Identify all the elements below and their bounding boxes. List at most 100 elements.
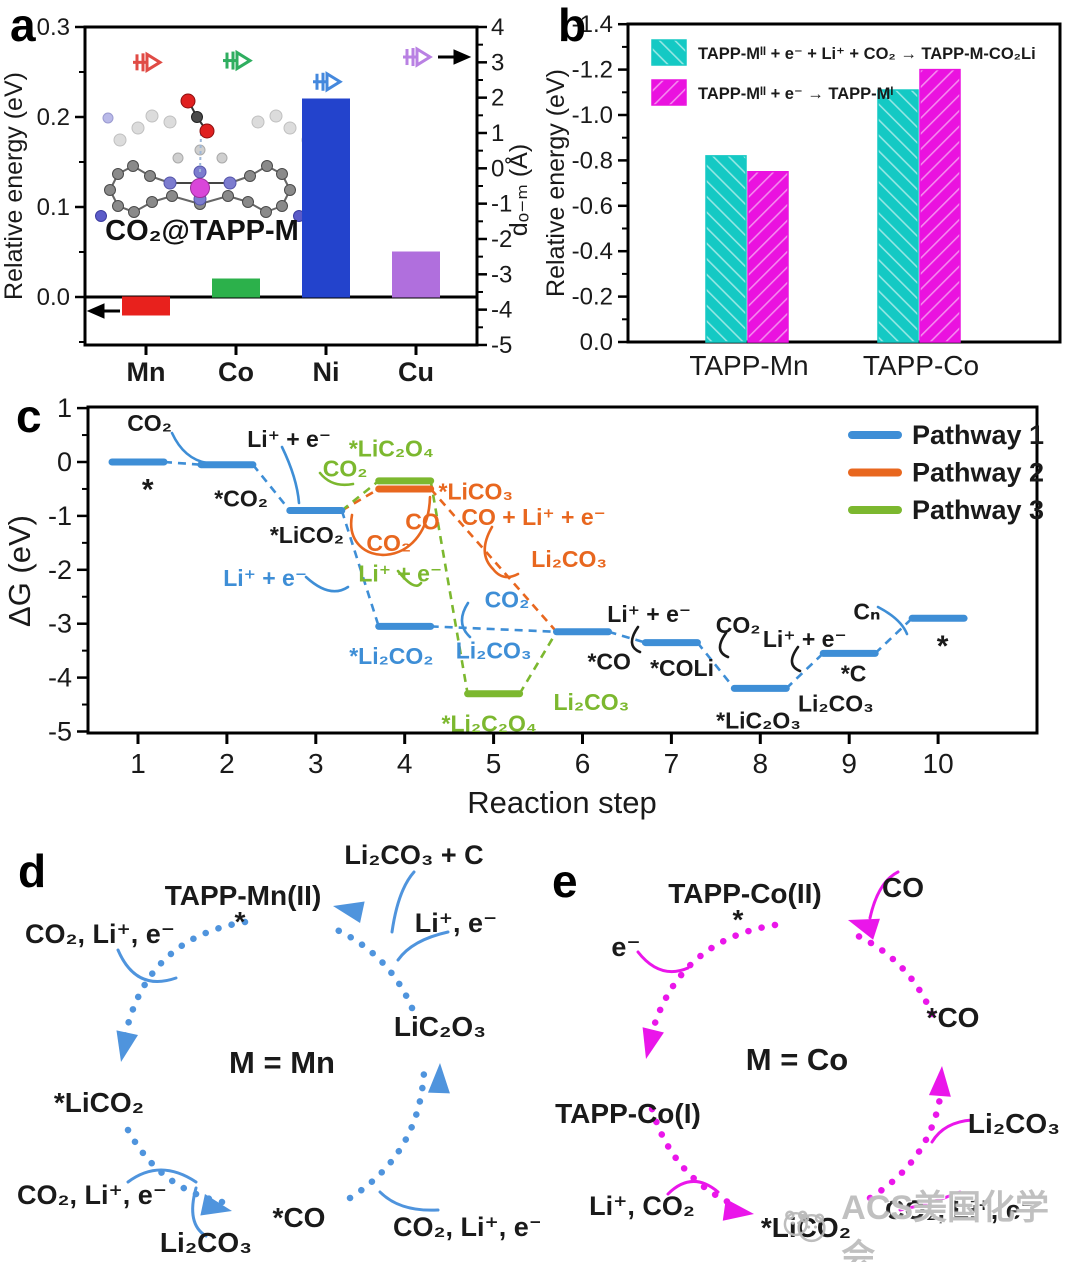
annotation: CO₂ — [716, 612, 761, 638]
y-axis-tick: -1 — [48, 501, 72, 531]
pathway-connector — [874, 617, 913, 655]
pathway-connector — [696, 641, 736, 690]
annotation: *Li₂CO₂ — [349, 643, 433, 669]
cycle-e-center-label: M = Co — [745, 1042, 849, 1077]
annotation: Li⁺ + e⁻ — [607, 601, 691, 627]
x-axis-tick: 10 — [923, 748, 954, 779]
y-axis-tick: -0.4 — [572, 238, 613, 265]
bar-Mn — [122, 296, 170, 316]
cycle-d-branch-arrows — [116, 870, 450, 1238]
cycle-d-node-right: LiC₂O₃ — [393, 1011, 487, 1042]
x-axis-tick: 3 — [308, 748, 324, 779]
left-axis-tick: 0.3 — [37, 14, 70, 41]
cycle-d-graphics — [116, 870, 450, 1238]
cycle-e-branch-arrows — [636, 870, 974, 1212]
y-axis-tick: -3 — [48, 609, 72, 639]
annotation: CO₂ — [323, 455, 368, 481]
pathway-connector — [430, 625, 557, 634]
panel-b: -1.4 -1.2 -1.0 -0.8 -0.6 -0.4 -0.2 0.0 Relative … — [540, 0, 1080, 385]
left-axis-label: Relative energy (eV) — [0, 72, 28, 300]
y-axis-tick: -0.6 — [572, 193, 613, 220]
legend-label: Pathway 2 — [912, 458, 1044, 488]
pathway-connector — [785, 652, 825, 690]
annotation: Li₂CO₃ — [456, 638, 532, 664]
panel-letter-a: a — [10, 0, 36, 51]
cycle-e-node-top: TAPP-Co(II) — [668, 878, 822, 909]
cycle-d-in-top-left: CO₂, Li⁺, e⁻ — [24, 919, 176, 949]
panel-e-cycle-co: e TAPP-Co(II) * CO *CO Li₂CO₃ CO₂, Li⁺, … — [540, 820, 1080, 1262]
pathway-connector — [340, 479, 380, 512]
right-axis-tick: -2 — [491, 226, 512, 253]
right-axis-tick: -4 — [491, 297, 512, 324]
right-axis-arrow — [438, 49, 472, 65]
legend-label: TAPP-Mᴵᴵ + e⁻ + Li⁺ + CO₂ → TAPP-M-CO₂Li — [698, 45, 1036, 63]
annotation: * — [937, 630, 949, 663]
cycle-d-node-left: *LiCO₂ — [53, 1087, 145, 1118]
legend-label: TAPP-Mᴵᴵ + e⁻ → TAPP-Mᴵ — [698, 85, 893, 103]
cycle-e-arrowheads — [642, 918, 951, 1221]
annotation: *Li₂C₂O₄ — [442, 710, 537, 736]
cycle-d-in-bottom-left: CO₂, Li⁺, e⁻ — [16, 1180, 168, 1210]
pathway-connector — [340, 510, 380, 627]
annotation: CO + Li⁺ + e⁻ — [461, 504, 605, 530]
panel-a: 0.0 0.1 0.2 0.3 4 3 2 1 0 -1 -2 -3 -4 -5 Mn Co Ni Cu Relat… — [0, 0, 540, 385]
x-axis-tick: 1 — [130, 748, 146, 779]
panel-c: 1 0 -1 -2 -3 -4 -5 1 2 3 4 5 6 7 8 9 10 Reaction step ΔG (… — [0, 385, 1080, 820]
panel-letter-d: d — [18, 845, 47, 897]
annotation: * — [142, 474, 154, 507]
category-label: Mn — [127, 357, 166, 385]
cycle-e-out-top-right: CO — [882, 872, 924, 903]
cycle-e-graphics — [636, 870, 974, 1221]
cycle-d-arrowheads — [116, 901, 450, 1216]
bar-TAPP-Co-s0 — [877, 89, 919, 343]
left-axis-arrow — [86, 303, 120, 319]
watermark: ACS美国化学会 — [778, 1180, 1080, 1262]
legend-swatch — [651, 79, 687, 106]
legend-label: Pathway 1 — [912, 420, 1044, 450]
x-axis-tick: 2 — [219, 748, 235, 779]
marker-Cu — [403, 46, 433, 68]
pathway-connector — [518, 631, 558, 695]
x-axis-tick: 5 — [486, 748, 502, 779]
y-axis-tick: -0.8 — [572, 147, 613, 174]
annotation: *LiC₂O₄ — [349, 436, 434, 462]
cycle-d-center-label: M = Mn — [229, 1045, 335, 1080]
annotation: *LiCO₃ — [439, 479, 514, 505]
annotation: CO₂ — [366, 530, 411, 556]
cycle-e-in-top-left: e⁻ — [611, 932, 641, 962]
bar-TAPP-Mn-s1 — [747, 171, 789, 343]
right-axis-tick: -1 — [491, 191, 512, 218]
cycle-e-site-star: * — [732, 904, 744, 935]
category-label: TAPP-Mn — [689, 350, 808, 381]
right-axis-tick: 2 — [491, 85, 504, 112]
left-axis-tick: 0.0 — [37, 284, 70, 311]
y-axis-tick: -1.0 — [572, 102, 613, 129]
cycle-d-in-bottom-right: CO₂, Li⁺, e⁻ — [392, 1212, 540, 1242]
panel-a-chart: 0.0 0.1 0.2 0.3 4 3 2 1 0 -1 -2 -3 -4 -5 Mn Co Ni Cu Relat… — [0, 14, 533, 385]
category-label: Co — [218, 357, 254, 385]
cycle-e-in-bottom-left: Li⁺, CO₂ — [589, 1191, 695, 1221]
category-label: Ni — [313, 357, 340, 385]
marker-Ni — [313, 71, 343, 93]
y-axis-tick: 0.0 — [580, 329, 613, 356]
x-axis-tick: 6 — [575, 748, 591, 779]
panel-letter-c: c — [16, 390, 42, 442]
annotation: Li₂CO₃ — [553, 689, 629, 715]
category-label: Cu — [398, 357, 434, 385]
y-axis-tick: -2 — [48, 555, 72, 585]
y-axis-tick: 1 — [57, 393, 72, 423]
x-axis-tick: 4 — [397, 748, 413, 779]
x-axis-tick: 8 — [753, 748, 769, 779]
left-axis-tick: 0.1 — [37, 194, 70, 221]
molecule-inset — [95, 93, 326, 222]
panel-letter-e: e — [552, 855, 578, 907]
cycle-d-site-star: * — [234, 906, 246, 937]
bar-TAPP-Co-s1 — [919, 68, 961, 343]
cycle-d-node-bottom: *CO — [272, 1202, 326, 1233]
right-axis-tick: 0 — [491, 155, 504, 182]
panel-letter-b: b — [558, 0, 587, 51]
legend-label: Pathway 3 — [912, 495, 1044, 525]
annotation: CO₂ — [485, 586, 530, 612]
pathway-connector — [608, 630, 646, 644]
